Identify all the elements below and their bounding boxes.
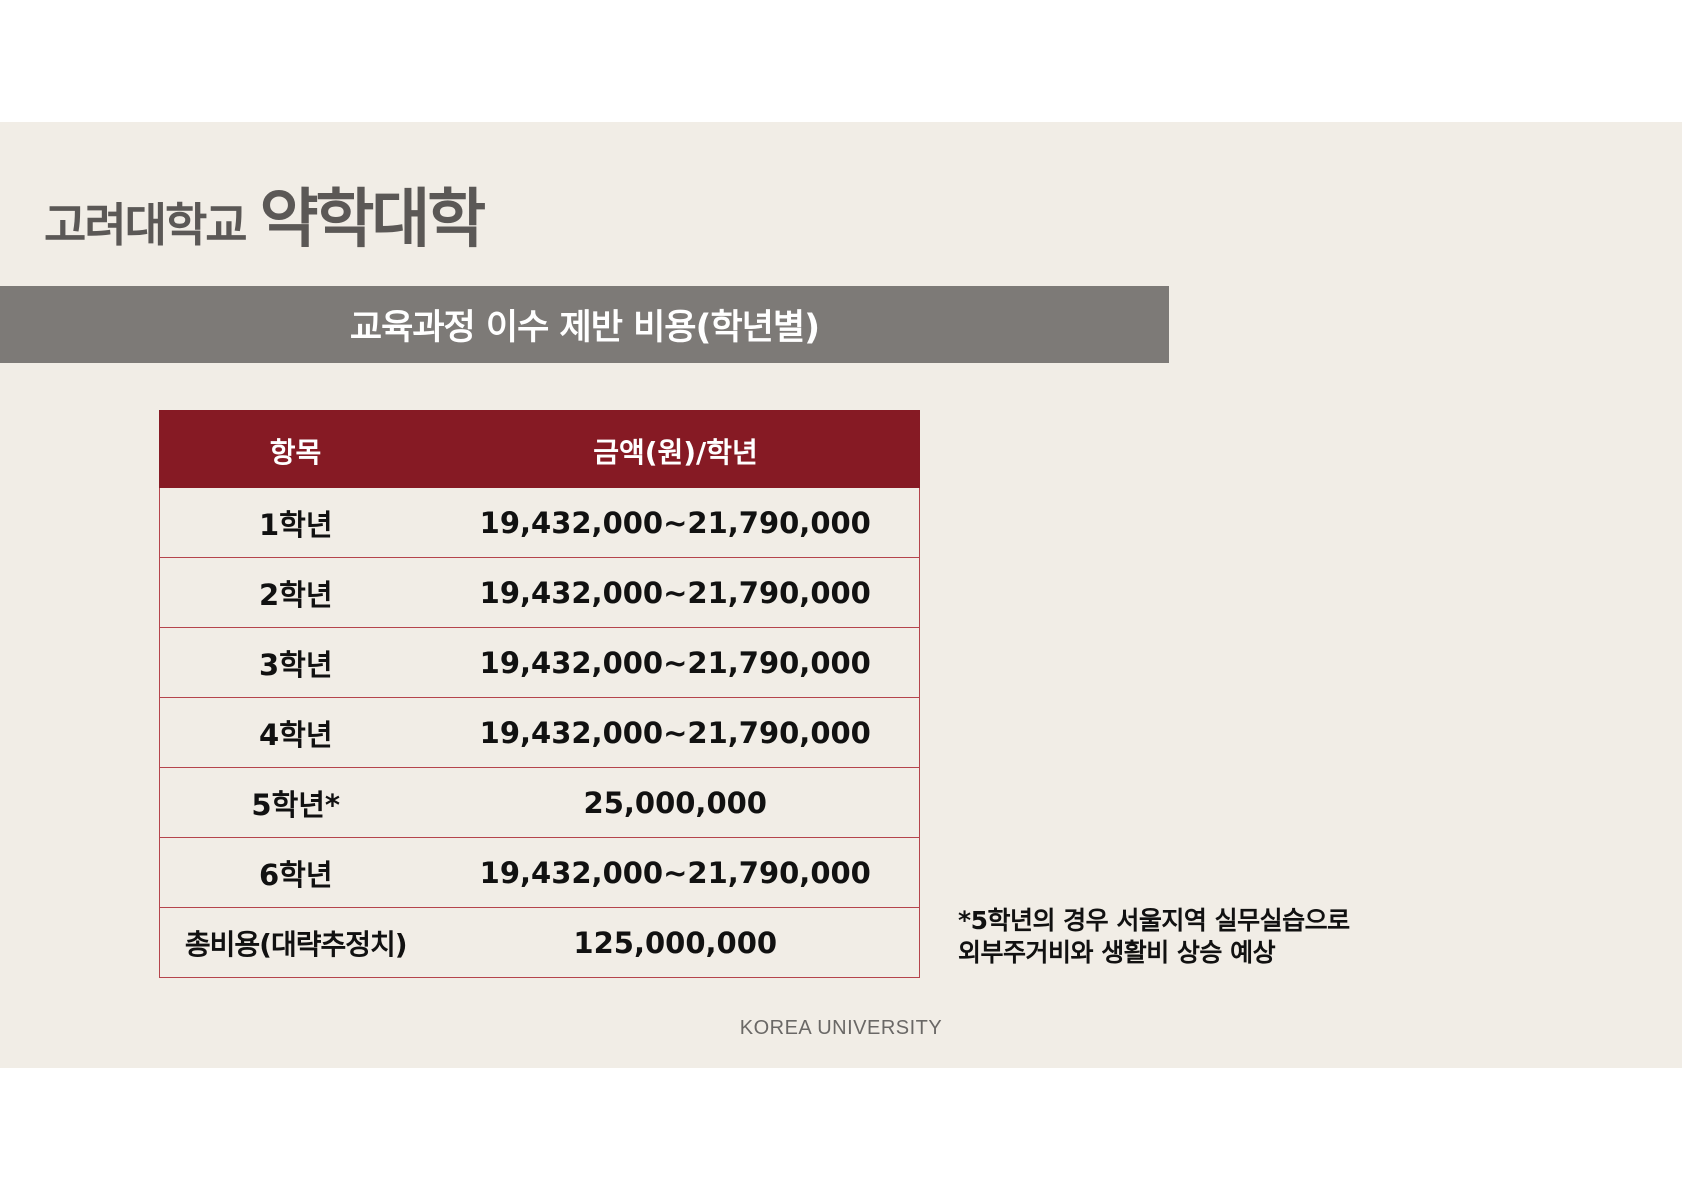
banner-label: 교육과정 이수 제반 비용(학년별) bbox=[349, 308, 820, 348]
header-item: 항목 bbox=[159, 410, 432, 488]
row-amount: 19,432,000~21,790,000 bbox=[431, 557, 920, 628]
footnote-line-2: 외부주거비와 생활비 상승 예상 bbox=[958, 938, 1276, 967]
table-row: 3학년 19,432,000~21,790,000 bbox=[159, 627, 920, 698]
table-row-total: 총비용(대략추정치) 125,000,000 bbox=[159, 907, 920, 978]
page-title: 고려대학교 약학대학 bbox=[44, 168, 487, 258]
section-banner: 교육과정 이수 제반 비용(학년별) bbox=[0, 286, 1169, 363]
row-label: 4학년 bbox=[159, 697, 432, 768]
row-label: 2학년 bbox=[159, 557, 432, 628]
table-header-row: 항목 금액(원)/학년 bbox=[159, 410, 920, 488]
header-amount: 금액(원)/학년 bbox=[431, 410, 920, 488]
row-amount: 25,000,000 bbox=[431, 767, 920, 838]
table-row: 5학년* 25,000,000 bbox=[159, 767, 920, 838]
title-university: 고려대학교 bbox=[44, 198, 248, 252]
row-amount: 19,432,000~21,790,000 bbox=[431, 697, 920, 768]
table-row: 2학년 19,432,000~21,790,000 bbox=[159, 557, 920, 628]
row-label: 6학년 bbox=[159, 837, 432, 908]
table-row: 6학년 19,432,000~21,790,000 bbox=[159, 837, 920, 908]
row-amount: 19,432,000~21,790,000 bbox=[431, 837, 920, 908]
table-row: 4학년 19,432,000~21,790,000 bbox=[159, 697, 920, 768]
row-label: 5학년* bbox=[159, 767, 432, 838]
row-label: 1학년 bbox=[159, 487, 432, 558]
cost-table: 항목 금액(원)/학년 1학년 19,432,000~21,790,000 2학… bbox=[159, 410, 920, 978]
title-college: 약학대학 bbox=[259, 183, 487, 257]
row-label: 3학년 bbox=[159, 627, 432, 698]
row-amount: 19,432,000~21,790,000 bbox=[431, 627, 920, 698]
footnote-line-1: *5학년의 경우 서울지역 실무실습으로 bbox=[958, 906, 1350, 935]
table-row: 1학년 19,432,000~21,790,000 bbox=[159, 487, 920, 558]
row-amount: 19,432,000~21,790,000 bbox=[431, 487, 920, 558]
footer-text: KOREA UNIVERSITY bbox=[739, 1017, 943, 1039]
footnote: *5학년의 경우 서울지역 실무실습으로 외부주거비와 생활비 상승 예상 bbox=[958, 905, 1418, 969]
row-label: 총비용(대략추정치) bbox=[159, 907, 432, 978]
row-amount: 125,000,000 bbox=[431, 907, 920, 978]
